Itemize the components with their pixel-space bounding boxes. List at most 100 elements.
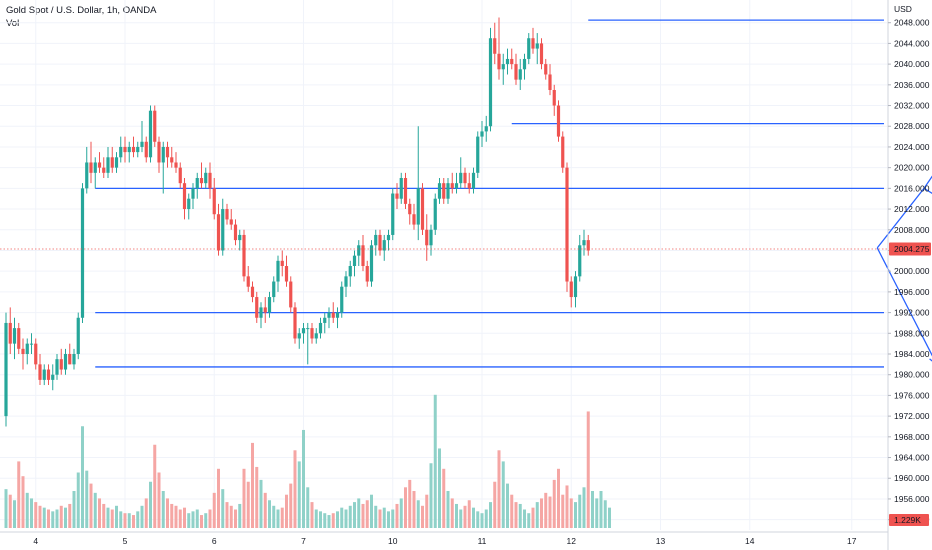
candle-body <box>395 193 399 199</box>
candle <box>216 203 221 256</box>
price-axis-tick-label: 1964.000 <box>894 453 930 463</box>
volume-bar <box>574 502 577 528</box>
volume-bar <box>204 513 208 528</box>
volume-bar <box>72 491 76 528</box>
volume-bar <box>582 487 586 528</box>
candle-body <box>178 167 182 184</box>
candle <box>131 136 136 158</box>
volume-bar <box>170 503 174 528</box>
current-price-badge-bg <box>889 242 931 256</box>
volume-bar <box>195 509 199 528</box>
candle <box>191 183 195 210</box>
candle <box>170 146 174 168</box>
candle <box>454 172 459 194</box>
candle <box>365 260 369 287</box>
volume-bar <box>225 502 229 528</box>
candle <box>187 193 191 220</box>
projection-arrow[interactable] <box>876 247 932 364</box>
candle-body <box>480 131 484 137</box>
horizontal-levels[interactable] <box>95 19 884 368</box>
volume-bar <box>391 509 395 528</box>
candle <box>68 343 72 365</box>
candle <box>165 141 170 168</box>
candle <box>144 136 148 163</box>
volume-bar <box>603 500 607 528</box>
candle <box>510 48 514 70</box>
candle <box>195 172 199 199</box>
volume-bar <box>115 505 118 528</box>
candle-body <box>386 234 391 241</box>
time-axis-tick-label: 6 <box>212 536 217 546</box>
candle <box>471 167 476 194</box>
volume-bar <box>472 507 475 528</box>
candle <box>123 136 127 163</box>
candle-body <box>548 74 552 90</box>
candle <box>140 121 144 153</box>
candle <box>569 276 573 308</box>
volume-bar <box>174 505 178 528</box>
candle-body <box>471 172 476 189</box>
candle <box>467 172 471 194</box>
price-axis-tick-label: 2024.000 <box>894 142 930 152</box>
candle <box>306 322 310 365</box>
candle <box>55 354 59 380</box>
volume-bar <box>263 492 267 528</box>
candle <box>21 338 25 370</box>
volume-bar <box>595 498 599 528</box>
candle <box>157 136 161 173</box>
candle-body <box>544 64 548 75</box>
candle <box>335 307 340 329</box>
volume-bar <box>21 476 25 528</box>
time-axis-tick-label: 14 <box>745 536 755 546</box>
candle <box>476 131 480 178</box>
candle-body <box>106 157 110 173</box>
volume-bar <box>208 509 212 528</box>
volume-bar <box>578 494 582 528</box>
price-axis-tick-label: 1960.000 <box>894 473 930 483</box>
candle-body <box>399 178 403 199</box>
volume-bar <box>251 442 254 528</box>
candle <box>38 354 42 386</box>
volume-bar <box>34 502 38 528</box>
volume-bar <box>123 513 127 528</box>
volume-bar <box>433 394 437 528</box>
volume-bar <box>493 481 497 528</box>
volume-bar <box>336 511 339 528</box>
candle-body <box>42 369 46 380</box>
projection-arrow[interactable] <box>876 20 932 249</box>
volume-bar <box>200 515 203 528</box>
candle-body <box>327 312 331 318</box>
candle-body <box>29 343 34 345</box>
candle <box>348 260 352 287</box>
candle <box>565 162 569 292</box>
candle-body <box>165 146 170 158</box>
candle-body <box>55 359 59 375</box>
volume-bar <box>187 513 191 528</box>
candle-body <box>289 281 293 308</box>
candle <box>501 53 505 85</box>
volume-bar <box>501 461 505 528</box>
candle-body <box>318 322 323 334</box>
volume-bar <box>476 511 480 528</box>
candle-body <box>556 105 561 137</box>
candle <box>488 27 493 132</box>
candle-body <box>161 146 165 163</box>
volume-bar <box>17 461 21 528</box>
volume-bar <box>280 507 284 528</box>
candle-body <box>501 64 505 70</box>
candle-body <box>459 172 463 184</box>
candle-body <box>199 178 204 184</box>
volume-bar <box>365 500 369 528</box>
candle-body <box>437 183 442 199</box>
candle <box>582 229 586 256</box>
volume-bar <box>323 513 327 528</box>
time-axis[interactable]: 456710111213141718 <box>33 536 932 546</box>
price-axis[interactable]: 1952.0001956.0001960.0001964.0001968.000… <box>888 18 930 525</box>
volume-bar <box>569 498 573 528</box>
candle-body <box>216 214 221 251</box>
candle-body <box>170 157 174 163</box>
candle <box>573 271 578 308</box>
candle-body <box>46 369 51 380</box>
candle <box>199 162 204 189</box>
